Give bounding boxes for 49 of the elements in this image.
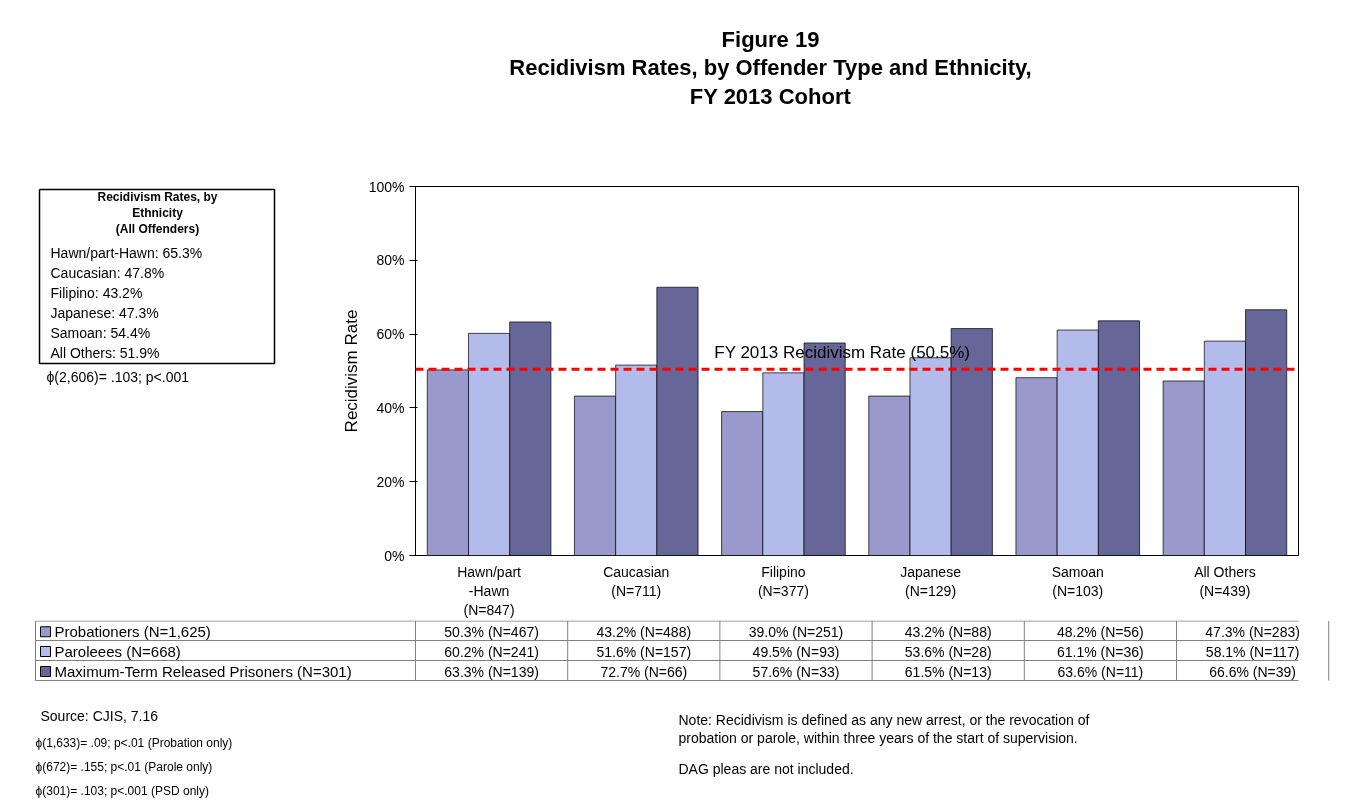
text: DAG pleas are not included. [678, 760, 854, 777]
text: Japanese: 47.3% [50, 305, 159, 322]
x-tick-label: Samoan (N=103) [1051, 563, 1104, 599]
legend-label: Probationers (N=1,625) [54, 623, 211, 641]
y-axis-title: Recidivism Rate [341, 309, 361, 433]
data-label: 61.1% (N=36) [1057, 643, 1144, 660]
x-tick-label: Japanese (N=129) [900, 563, 962, 599]
text: ϕ(672)= .155; p<.01 (Parole only) [35, 759, 213, 774]
text: Samoan: 54.4% [50, 325, 151, 342]
data-label: 43.2% (N=88) [904, 623, 992, 640]
y-tick-label: 0% [384, 547, 405, 564]
y-tick-label: 40% [376, 399, 405, 416]
source-note: Source: CJIS, 7.16 [40, 707, 159, 724]
data-label: 63.3% (N=139) [444, 663, 539, 680]
data-label: 72.7% (N=66) [600, 663, 688, 680]
text: Recidivism Rates, by Ethnicity (All Offenders) [97, 190, 218, 237]
legend-label: Maximum-Term Released Prisoners (N=301) [54, 663, 352, 680]
data-label: 39.0% (N=251) [748, 623, 844, 640]
data-label: 47.3% (N=283) [1205, 623, 1300, 640]
x-tick-label: Hawn/part -Hawn (N=847) [457, 563, 522, 618]
text: Hawn/part-Hawn: 65.3% [50, 244, 203, 261]
data-label: 48.2% (N=56) [1057, 623, 1144, 640]
text: ϕ(2,606)= .103; p<.001 [46, 368, 190, 385]
data-label: 60.2% (N=241) [444, 643, 539, 660]
y-tick-label: 60% [376, 326, 405, 343]
x-tick-label: Filipino (N=377) [757, 563, 809, 599]
data-label: 58.1% (N=117) [1205, 643, 1300, 660]
data-label: 61.5% (N=13) [904, 663, 992, 680]
data-label: 57.6% (N=33) [752, 663, 840, 680]
y-tick-label: 80% [376, 252, 405, 269]
text: Note: Recidivism is defined as any new arrest, or the revocation of probation or parole, within three years of the start of supervision. [678, 711, 1090, 746]
data-label: 53.6% (N=28) [904, 643, 992, 660]
x-tick-label: Caucasian (N=711) [603, 563, 670, 599]
x-tick-label: All Others (N=439) [1194, 563, 1256, 599]
data-label: 63.6% (N=11) [1057, 663, 1144, 680]
chart-title: Figure 19 Recidivism Rates, by Offender Type and Ethnicity, FY 2013 Cohort [509, 26, 1032, 109]
data-label: 50.3% (N=467) [444, 623, 539, 640]
data-label: 49.5% (N=93) [752, 643, 840, 660]
text: ϕ(301)= .103; p<.001 (PSD only) [35, 783, 209, 798]
text: ϕ(1,633)= .09; p<.01 (Probation only) [35, 735, 233, 750]
text: Filipino: 43.2% [50, 285, 143, 302]
legend-label: Paroleees (N=668) [54, 643, 181, 660]
text: All Others: 51.9% [50, 345, 160, 362]
y-tick-label: 20% [376, 473, 405, 490]
data-label: 66.6% (N=39) [1209, 663, 1296, 680]
data-label: 43.2% (N=488) [596, 623, 692, 640]
data-label: 51.6% (N=157) [596, 643, 692, 660]
text: Caucasian: 47.8% [50, 264, 165, 281]
y-tick-label: 100% [368, 178, 405, 195]
